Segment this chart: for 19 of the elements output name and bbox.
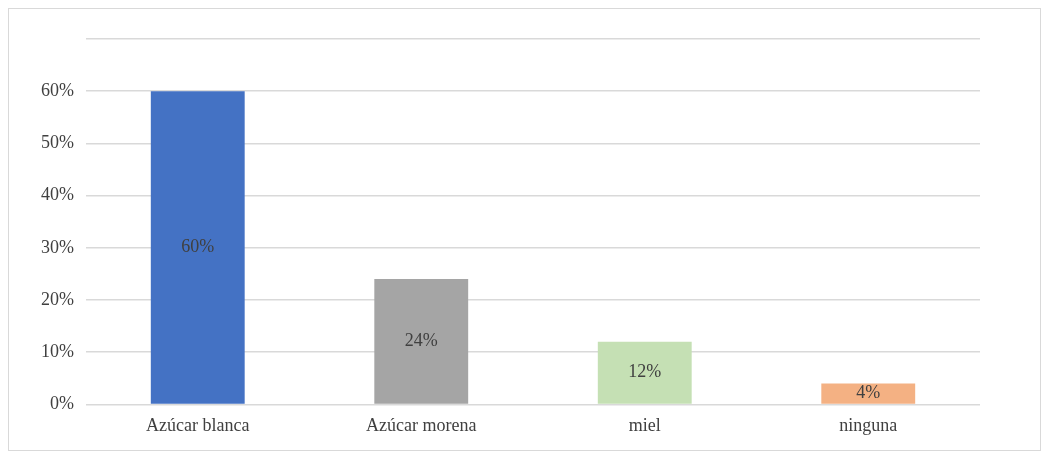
bar [374,279,469,404]
y-tick-label: 10% [40,340,74,361]
x-tick-label: ninguna [839,414,898,435]
x-tick-label: Azúcar blanca [146,414,250,435]
y-tick-label: 20% [40,288,74,309]
x-tick-label: miel [628,414,661,435]
bar [150,91,245,404]
bar [597,341,692,404]
data-label: 60% [181,236,215,257]
x-tick-label: Azúcar morena [366,414,477,435]
y-tick-label: 30% [40,236,74,257]
y-tick-label: 0% [49,393,74,414]
y-tick-label: 50% [40,132,74,153]
y-tick-label: 60% [40,79,74,100]
data-label: 12% [628,361,662,382]
y-tick-label: 40% [40,184,74,205]
data-label: 4% [856,382,881,403]
bar [821,383,916,404]
data-label: 24% [404,330,438,351]
